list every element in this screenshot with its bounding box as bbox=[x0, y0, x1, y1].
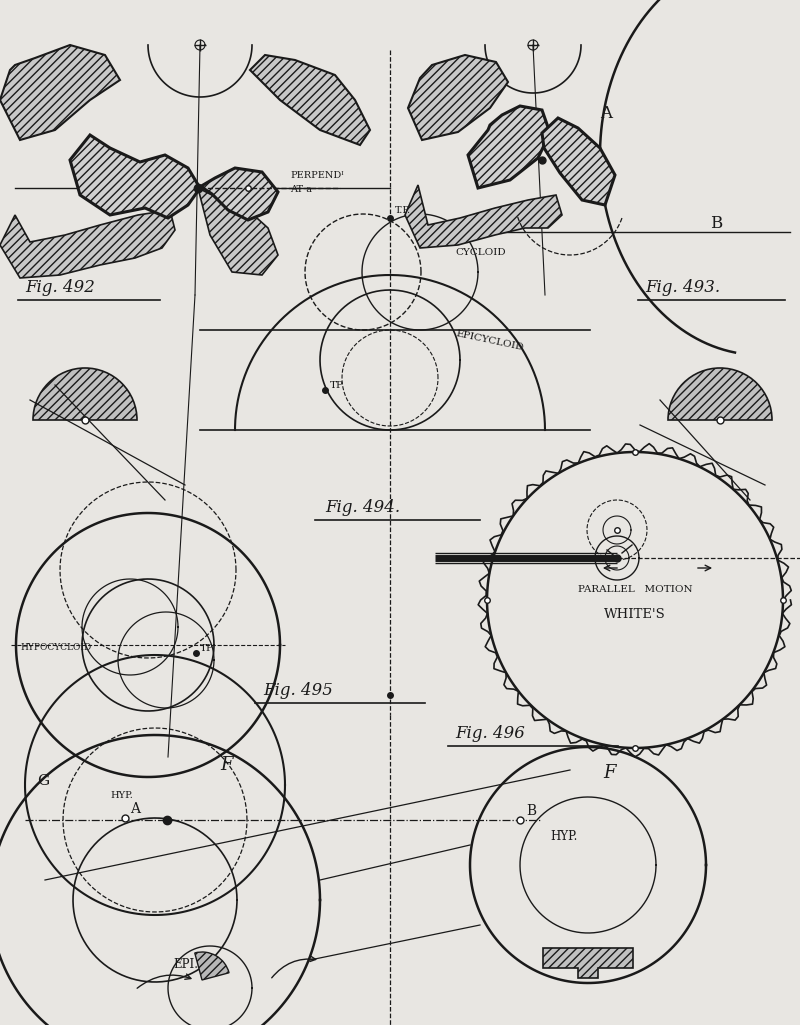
Text: HYP.: HYP. bbox=[110, 791, 133, 800]
Text: G: G bbox=[37, 774, 50, 788]
Text: Fig. 495: Fig. 495 bbox=[263, 682, 333, 699]
Text: PERPENDᴵ: PERPENDᴵ bbox=[290, 171, 344, 180]
Polygon shape bbox=[250, 55, 370, 145]
Text: HYP.: HYP. bbox=[550, 830, 578, 843]
Polygon shape bbox=[198, 188, 278, 275]
Text: CYCLOID: CYCLOID bbox=[455, 248, 506, 257]
Text: HYPOCYCLOID: HYPOCYCLOID bbox=[20, 643, 91, 652]
Polygon shape bbox=[0, 45, 120, 140]
Text: a: a bbox=[256, 175, 262, 184]
Text: F: F bbox=[220, 756, 233, 774]
Text: EPI.: EPI. bbox=[173, 958, 198, 971]
Text: WHITE'S: WHITE'S bbox=[604, 608, 666, 621]
Polygon shape bbox=[543, 948, 633, 978]
Text: PARALLEL   MOTION: PARALLEL MOTION bbox=[578, 585, 692, 594]
Wedge shape bbox=[33, 368, 137, 420]
Text: A: A bbox=[600, 105, 612, 122]
Text: EPICYCLOID: EPICYCLOID bbox=[455, 329, 525, 352]
Polygon shape bbox=[468, 106, 550, 188]
Text: F: F bbox=[603, 764, 615, 782]
Polygon shape bbox=[408, 55, 508, 140]
Polygon shape bbox=[542, 118, 615, 205]
Text: A: A bbox=[130, 802, 140, 816]
Wedge shape bbox=[668, 368, 772, 420]
Polygon shape bbox=[0, 210, 175, 278]
Text: Fig. 496: Fig. 496 bbox=[455, 725, 525, 742]
Polygon shape bbox=[70, 135, 200, 218]
Text: Fig. 492: Fig. 492 bbox=[25, 279, 95, 296]
Text: TP: TP bbox=[200, 644, 214, 653]
Wedge shape bbox=[194, 952, 229, 980]
Text: b: b bbox=[544, 138, 552, 151]
Text: Fig. 494.: Fig. 494. bbox=[325, 499, 400, 516]
Text: c: c bbox=[607, 173, 614, 186]
Text: T.P.: T.P. bbox=[395, 206, 411, 215]
Text: B: B bbox=[526, 804, 536, 818]
Polygon shape bbox=[198, 168, 278, 220]
Text: TP: TP bbox=[330, 381, 344, 390]
Text: B: B bbox=[710, 215, 722, 232]
Text: AT a: AT a bbox=[290, 184, 312, 194]
Text: Fig. 493.: Fig. 493. bbox=[645, 279, 720, 296]
Polygon shape bbox=[405, 184, 562, 248]
